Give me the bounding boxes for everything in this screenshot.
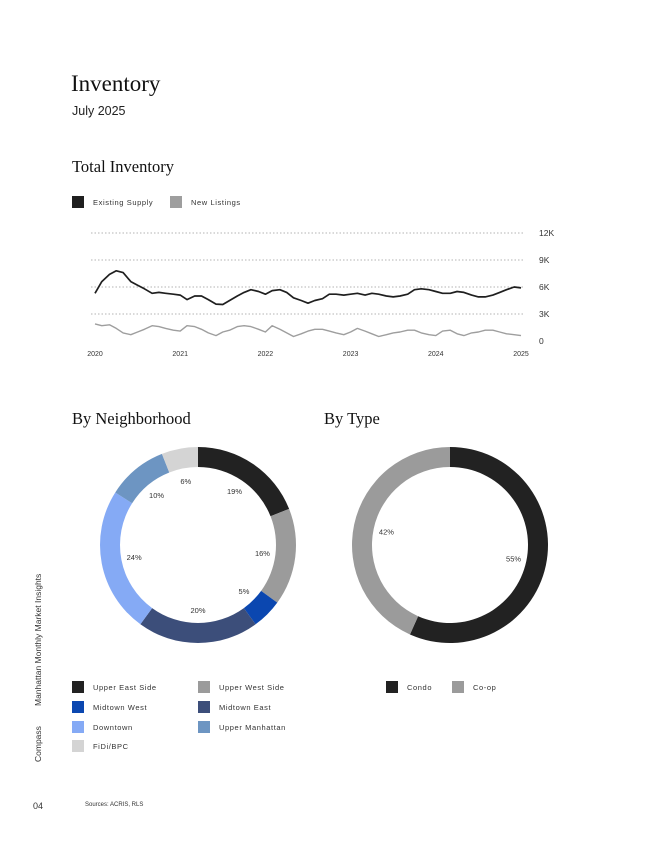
- slice-midtown-west: [243, 590, 278, 625]
- x-tick-label: 2023: [343, 351, 359, 358]
- legend-new-listings: New Listings: [170, 196, 241, 208]
- page-subtitle: July 2025: [72, 104, 126, 118]
- slice-co-op: [352, 447, 450, 635]
- x-tick-label: 2025: [513, 351, 529, 358]
- legend-swatch-downtown: [72, 721, 84, 733]
- legend-condo: Condo: [386, 681, 432, 693]
- legend-swatch-upper-manhattan: [198, 721, 210, 733]
- x-tick-label: 2022: [258, 351, 274, 358]
- legend-swatch-midtown-east: [198, 701, 210, 713]
- legend-label-midtown-east: Midtown East: [219, 702, 272, 712]
- slice-label-midtown-west: 5%: [239, 587, 250, 596]
- legend-upper-manhattan: Upper Manhattan: [198, 721, 286, 733]
- y-tick-label: 0: [539, 336, 544, 346]
- legend-swatch-condo: [386, 681, 398, 693]
- type-donut-chart: 55% 42%: [352, 447, 548, 643]
- legend-existing-supply: Existing Supply: [72, 196, 153, 208]
- slice-fidi-bpc: [161, 447, 198, 473]
- legend-fidi-bpc: FiDi/BPC: [72, 740, 129, 752]
- legend-midtown-east: Midtown East: [198, 701, 271, 713]
- legend-label-new-listings: New Listings: [191, 197, 241, 207]
- page-title: Inventory: [71, 71, 161, 96]
- page-number: 04: [33, 801, 44, 811]
- slice-downtown: [100, 492, 153, 625]
- legend-label-upper-west-side: Upper West Side: [219, 682, 285, 692]
- y-tick-label: 6K: [539, 282, 550, 292]
- series-line-existing-supply: [94, 269, 522, 306]
- legend-label-existing-supply: Existing Supply: [93, 197, 154, 207]
- slice-condo: [409, 447, 548, 643]
- legend-label-upper-east-side: Upper East Side: [93, 682, 157, 692]
- legend-swatch-co-op: [452, 681, 464, 693]
- slice-label-upper-manhattan: 10%: [149, 491, 164, 500]
- y-tick-label: 12K: [539, 228, 554, 238]
- side-label-publication: Manhattan Monthly Market Insights: [33, 573, 43, 706]
- x-tick-label: 2021: [172, 351, 188, 358]
- slice-label-co-op: 42%: [379, 527, 394, 536]
- slice-label-fidi-bpc: 6%: [180, 477, 191, 486]
- legend-label-fidi-bpc: FiDi/BPC: [93, 741, 129, 751]
- slice-upper-east-side: [198, 447, 290, 517]
- slice-upper-west-side: [261, 508, 296, 603]
- sources-note: Sources: ACRIS, RLS: [85, 802, 144, 808]
- slice-upper-manhattan: [115, 453, 170, 504]
- slice-midtown-east: [140, 608, 256, 643]
- slice-label-midtown-east: 20%: [190, 606, 205, 615]
- legend-downtown: Downtown: [72, 721, 133, 733]
- legend-upper-east-side: Upper East Side: [72, 681, 157, 693]
- slice-label-upper-west-side: 16%: [255, 549, 270, 558]
- y-tick-label: 9K: [539, 255, 550, 265]
- legend-upper-west-side: Upper West Side: [198, 681, 285, 693]
- slice-label-downtown: 24%: [127, 553, 142, 562]
- y-tick-label: 3K: [539, 309, 550, 319]
- legend-label-co-op: Co-op: [473, 682, 497, 692]
- x-tick-label: 2020: [87, 351, 103, 358]
- series-line-new-listings: [94, 323, 522, 338]
- total-inventory-title: Total Inventory: [72, 157, 174, 176]
- neighborhood-donut-chart: 19% 16% 5% 20% 24% 10% 6%: [100, 447, 296, 643]
- x-tick-label: 2024: [428, 351, 444, 358]
- legend-swatch-new-listings: [170, 196, 182, 208]
- legend-swatch-fidi-bpc: [72, 740, 84, 752]
- side-label-brand: Compass: [33, 726, 43, 762]
- legend-label-condo: Condo: [407, 682, 433, 692]
- legend-co-op: Co-op: [452, 681, 496, 693]
- slice-label-condo: 55%: [506, 555, 521, 564]
- legend-swatch-existing-supply: [72, 196, 84, 208]
- legend-label-upper-manhattan: Upper Manhattan: [219, 722, 286, 732]
- legend-label-downtown: Downtown: [93, 722, 133, 732]
- legend-midtown-west: Midtown West: [72, 701, 147, 713]
- total-inventory-chart: 0 3K 6K 9K 12K 2020 2021 2022 2023 2024 2025: [87, 228, 554, 358]
- legend-label-midtown-west: Midtown West: [93, 702, 148, 712]
- slice-label-upper-east-side: 19%: [227, 487, 242, 496]
- by-type-title: By Type: [324, 409, 380, 428]
- by-neighborhood-title: By Neighborhood: [72, 409, 191, 428]
- legend-swatch-midtown-west: [72, 701, 84, 713]
- legend-swatch-upper-west-side: [198, 681, 210, 693]
- legend-swatch-upper-east-side: [72, 681, 84, 693]
